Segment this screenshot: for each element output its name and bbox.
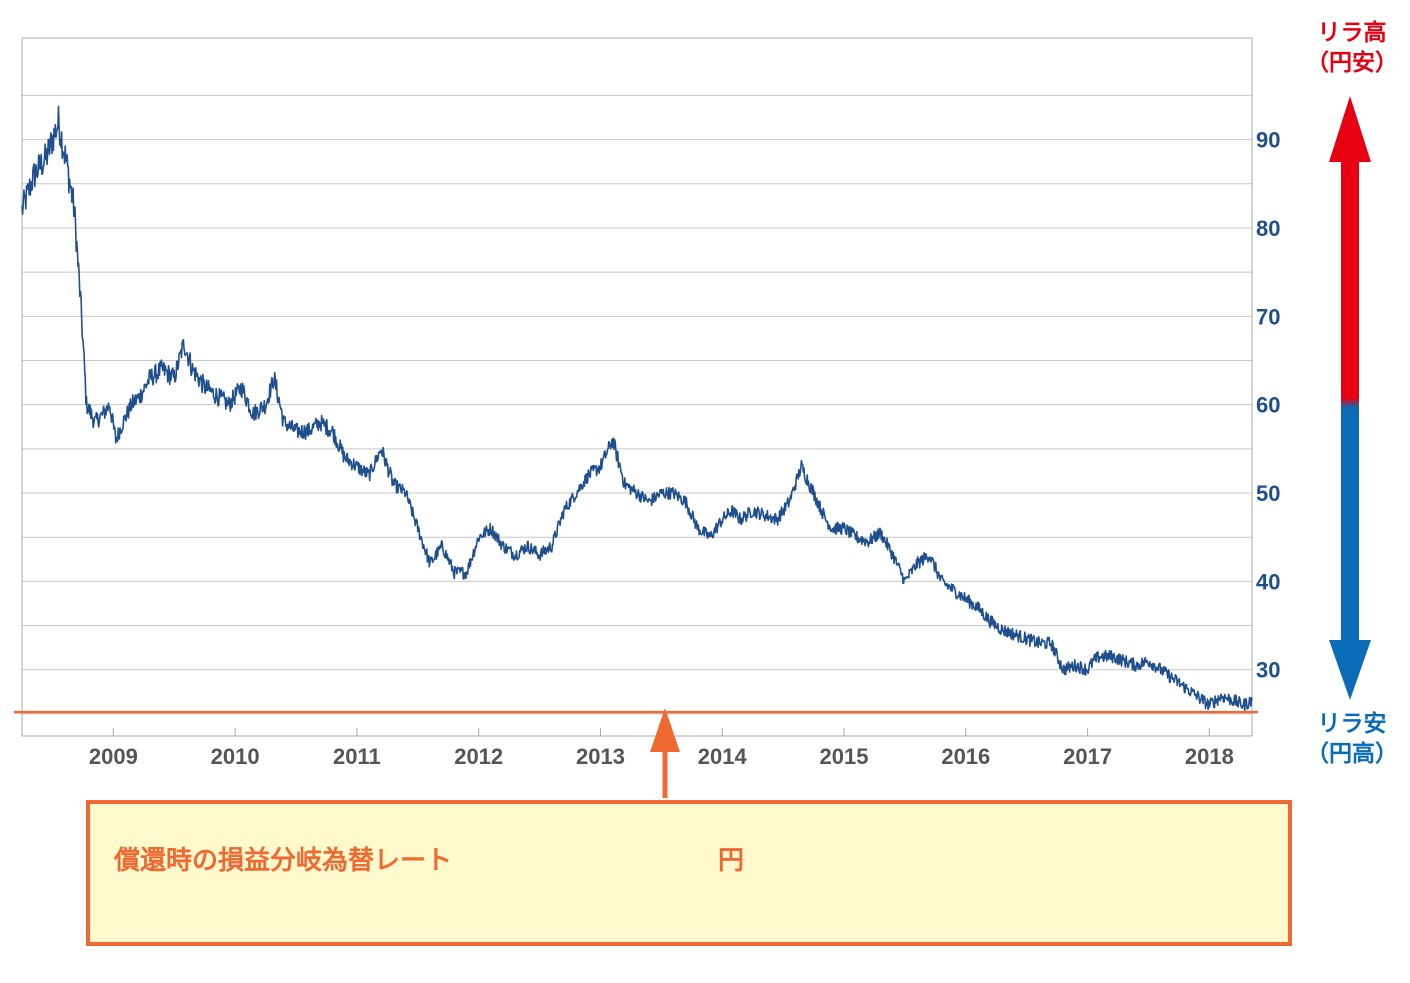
up-arrow-head: [1329, 96, 1371, 162]
pointer-arrow-head: [650, 708, 680, 752]
down-arrow-head: [1329, 640, 1371, 700]
plot-frame: [21, 37, 1253, 737]
y-tick-label: 30: [1256, 658, 1280, 683]
series-line-try-jpy: [21, 105, 1253, 712]
x-tick-label: 2009: [89, 744, 138, 769]
y-tick-label: 90: [1256, 128, 1280, 153]
lira-low-text: リラ安: [1317, 711, 1387, 737]
x-axis-ticks: 2009 2010 2011 2012 2013 2014 2015 2016 2017 2018: [89, 728, 1234, 769]
x-tick-label: 2015: [820, 744, 869, 769]
y-tick-label: 80: [1256, 216, 1280, 241]
direction-arrow-shaft: [1341, 158, 1359, 648]
x-tick-label: 2010: [211, 744, 260, 769]
yen-weak-text: （円安）: [1306, 50, 1398, 76]
lira-high-text: リラ高: [1317, 20, 1387, 46]
x-tick-label: 2013: [576, 744, 625, 769]
breakeven-info-box: 償還時の損益分岐為替レート 円: [86, 800, 1292, 946]
x-tick-label: 2011: [333, 744, 381, 769]
yen-unit-label: 円: [718, 846, 745, 876]
series-layer: [21, 105, 1253, 712]
direction-arrow: [1329, 96, 1371, 700]
x-tick-label: 2016: [941, 744, 990, 769]
gridlines: [22, 94, 1252, 715]
x-tick-label: 2017: [1063, 744, 1112, 769]
breakeven-rate-label: 償還時の損益分岐為替レート: [114, 846, 453, 876]
x-tick-label: 2014: [698, 744, 748, 769]
lira-high-label: リラ高 （円安）: [1292, 18, 1410, 78]
x-tick-label: 2018: [1185, 744, 1234, 769]
y-tick-label: 50: [1256, 481, 1280, 506]
y-tick-label: 60: [1256, 393, 1280, 418]
yen-strong-text: （円高）: [1306, 741, 1398, 767]
y-tick-label: 40: [1256, 569, 1280, 594]
y-axis-ticks: 30 40 50 60 70 80 90: [1256, 128, 1280, 683]
x-tick-label: 2012: [454, 744, 503, 769]
y-tick-label: 70: [1256, 304, 1280, 329]
lira-low-label: リラ安 （円高）: [1292, 709, 1410, 769]
breakeven-layer: [14, 708, 1258, 798]
